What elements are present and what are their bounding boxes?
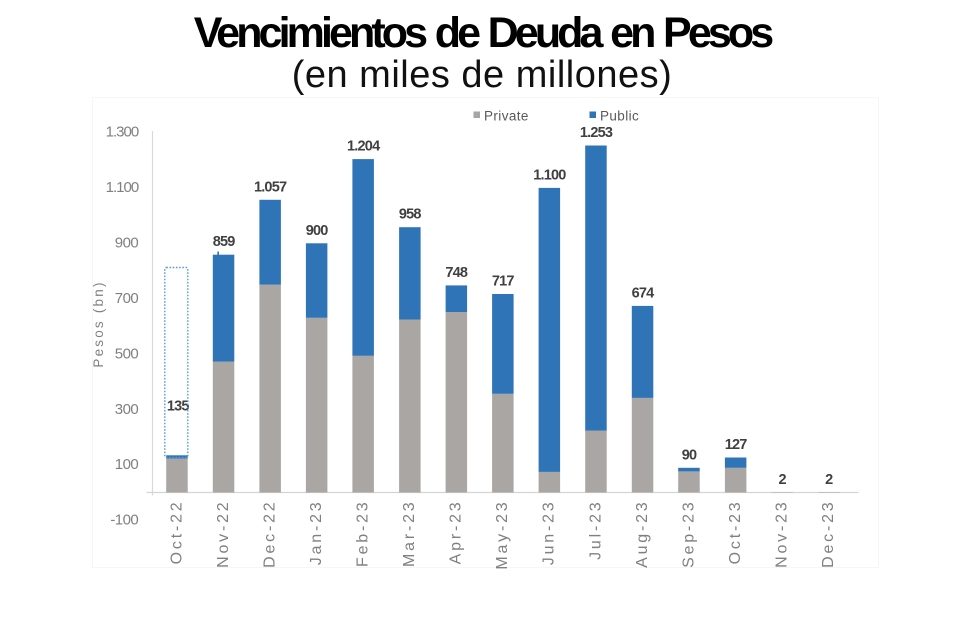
svg-text:Aug-23: Aug-23 (634, 500, 651, 568)
svg-text:717: 717 (492, 274, 515, 290)
svg-text:748: 748 (445, 265, 468, 281)
svg-text:2: 2 (778, 472, 786, 488)
svg-text:Jun-23: Jun-23 (541, 500, 558, 566)
svg-text:1.253: 1.253 (580, 125, 613, 141)
svg-text:2: 2 (825, 472, 833, 488)
svg-text:500: 500 (115, 345, 139, 362)
svg-text:Dec-22: Dec-22 (261, 500, 278, 568)
svg-text:127: 127 (725, 437, 748, 453)
svg-text:674: 674 (632, 285, 655, 301)
svg-text:135: 135 (167, 399, 190, 415)
svg-text:Sep-23: Sep-23 (680, 500, 697, 568)
svg-text:859: 859 (213, 234, 236, 250)
svg-text:900: 900 (115, 235, 139, 252)
svg-text:Apr-23: Apr-23 (448, 500, 465, 565)
svg-text:900: 900 (306, 223, 329, 239)
svg-text:Nov-23: Nov-23 (773, 500, 790, 568)
svg-text:100: 100 (115, 456, 139, 473)
svg-text:1.300: 1.300 (106, 124, 139, 141)
svg-text:Pesos (bn): Pesos (bn) (91, 280, 106, 367)
svg-text:1.204: 1.204 (347, 139, 380, 155)
svg-text:90: 90 (682, 447, 697, 463)
svg-text:700: 700 (115, 290, 139, 307)
svg-text:Nov-22: Nov-22 (215, 500, 232, 568)
svg-text:Feb-23: Feb-23 (355, 500, 372, 568)
svg-text:Mar-23: Mar-23 (401, 500, 418, 567)
svg-text:Public: Public (600, 109, 639, 124)
svg-text:Private: Private (484, 109, 529, 124)
svg-text:Oct-23: Oct-23 (727, 500, 744, 565)
svg-text:1.100: 1.100 (106, 179, 139, 196)
svg-text:Oct-22: Oct-22 (168, 500, 185, 565)
svg-text:-100: -100 (110, 512, 138, 529)
svg-text:Jul-23: Jul-23 (587, 500, 604, 560)
svg-text:300: 300 (115, 401, 139, 418)
svg-text:1.057: 1.057 (254, 179, 287, 195)
svg-text:1.100: 1.100 (533, 167, 566, 183)
svg-text:958: 958 (399, 207, 422, 223)
svg-text:Jan-23: Jan-23 (308, 500, 325, 566)
svg-text:May-23: May-23 (494, 500, 511, 570)
svg-text:Dec-23: Dec-23 (820, 500, 837, 568)
